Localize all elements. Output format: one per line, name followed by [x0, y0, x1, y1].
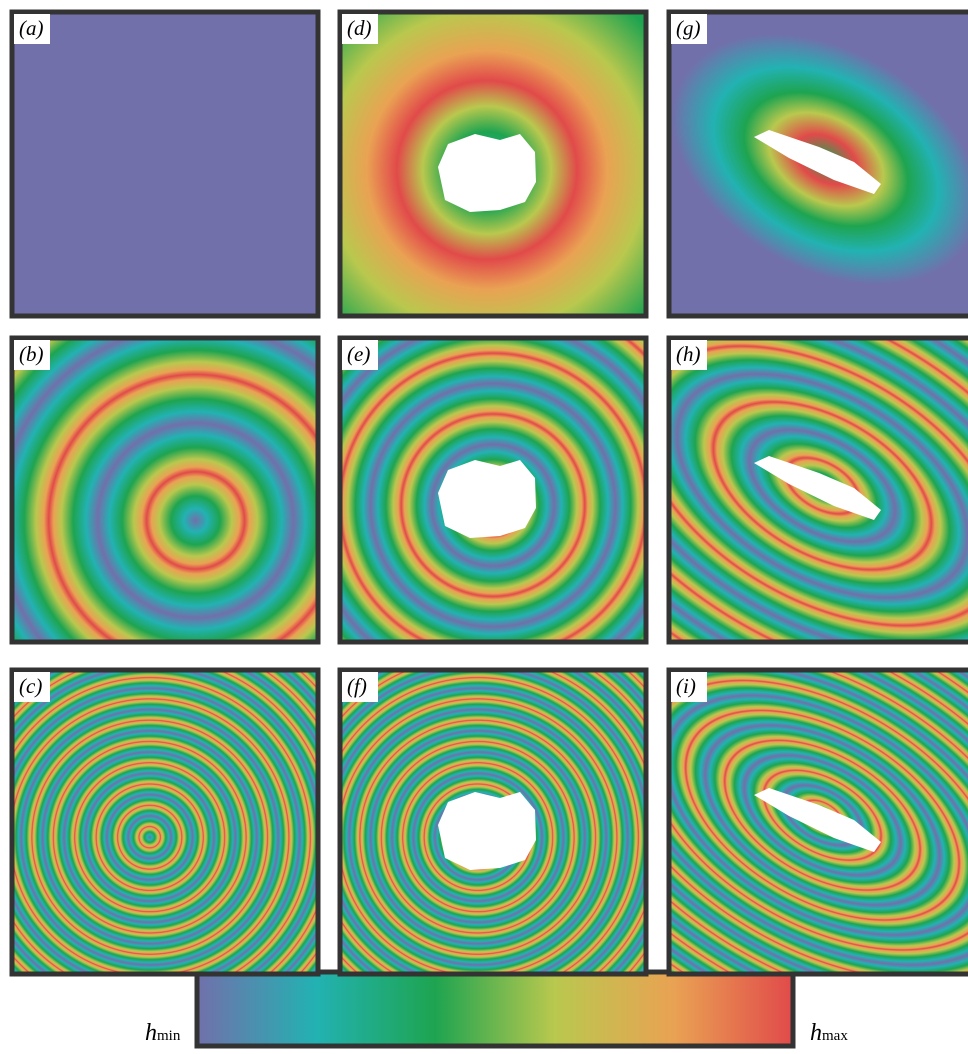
subscript: max [822, 1028, 848, 1044]
panel: (d) [340, 12, 646, 316]
panel: (i) [669, 670, 968, 974]
panel: (f) [340, 670, 646, 974]
panel-label: (a) [19, 16, 44, 40]
panel-label: (b) [19, 342, 44, 366]
panel-label: (g) [676, 16, 701, 40]
symbol: h [810, 1020, 822, 1046]
panel-label: (e) [347, 342, 370, 366]
obstacle [438, 460, 536, 538]
panel-label: (c) [19, 674, 42, 698]
colorbar-max-label: hmax [810, 1020, 848, 1046]
panel: (a) [12, 12, 318, 316]
panel-field [12, 12, 318, 316]
panel-label: (h) [676, 342, 701, 366]
panel-field [12, 670, 318, 974]
panel-label: (f) [347, 674, 367, 698]
panel-label: (d) [347, 16, 372, 40]
panel-label: (i) [676, 674, 696, 698]
panel: (e) [340, 338, 646, 642]
subscript: min [157, 1028, 181, 1044]
panel: (g) [669, 12, 968, 316]
figure: hmin hmax (a)(b)(c)(d)(e)(f)(g)(h)(i) [0, 0, 968, 1054]
colorbar [197, 972, 793, 1046]
panel: (c) [12, 670, 318, 974]
obstacle [438, 792, 536, 870]
panel: (h) [669, 338, 968, 642]
panel-field [12, 338, 318, 642]
panel: (b) [12, 338, 318, 642]
symbol: h [145, 1020, 157, 1046]
obstacle [438, 134, 536, 212]
colorbar-min-label: hmin [145, 1020, 181, 1046]
